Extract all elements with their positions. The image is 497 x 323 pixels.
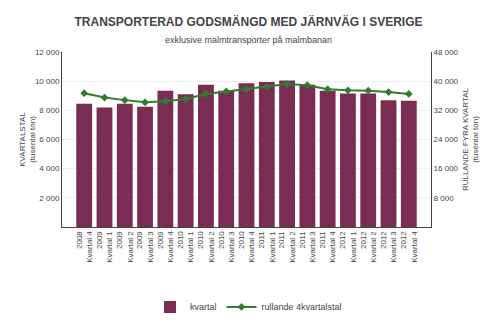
svg-text:6 000: 6 000 bbox=[39, 135, 60, 144]
svg-text:24 000: 24 000 bbox=[434, 135, 459, 144]
svg-text:2010Kvartal 3: 2010Kvartal 3 bbox=[217, 231, 236, 263]
svg-text:TRANSPORTERAD GODSMÄNGD MED JÄ: TRANSPORTERAD GODSMÄNGD MED JÄRNVÄG I SV… bbox=[74, 14, 422, 29]
svg-text:2012Kvartal 4: 2012Kvartal 4 bbox=[399, 231, 418, 263]
svg-text:2012Kvartal 2: 2012Kvartal 2 bbox=[359, 231, 378, 263]
svg-text:4 000: 4 000 bbox=[39, 164, 60, 173]
svg-text:8 000: 8 000 bbox=[434, 194, 455, 203]
svg-text:2008Kvartal 4: 2008Kvartal 4 bbox=[75, 231, 94, 263]
svg-text:2009Kvartal 1: 2009Kvartal 1 bbox=[95, 231, 114, 263]
svg-text:2010Kvartal 2: 2010Kvartal 2 bbox=[196, 231, 215, 263]
svg-text:2011Kvartal 2: 2011Kvartal 2 bbox=[277, 231, 296, 263]
svg-text:2012Kvartal 3: 2012Kvartal 3 bbox=[379, 231, 398, 263]
svg-text:2010Kvartal 1: 2010Kvartal 1 bbox=[176, 231, 195, 263]
svg-text:RULLANDE FYRA KVARTAL(tusental: RULLANDE FYRA KVARTAL(tusental ton) bbox=[461, 87, 480, 191]
svg-text:exklusive malmtransporter på m: exklusive malmtransporter på malmbanan bbox=[165, 35, 332, 45]
svg-text:12 000: 12 000 bbox=[35, 48, 60, 57]
svg-text:2011Kvartal 1: 2011Kvartal 1 bbox=[257, 231, 276, 263]
svg-text:48 000: 48 000 bbox=[434, 48, 459, 57]
svg-text:2009Kvartal 3: 2009Kvartal 3 bbox=[135, 231, 154, 263]
svg-text:kvartal: kvartal bbox=[190, 302, 217, 312]
svg-text:KVARTALSTAL(tusental ton): KVARTALSTAL(tusental ton) bbox=[18, 112, 37, 167]
svg-text:2009Kvartal 4: 2009Kvartal 4 bbox=[156, 231, 175, 263]
svg-text:32 000: 32 000 bbox=[434, 106, 459, 115]
svg-text:2009Kvartal 2: 2009Kvartal 2 bbox=[115, 231, 134, 263]
svg-text:2011Kvartal 3: 2011Kvartal 3 bbox=[298, 231, 317, 263]
svg-text:40 000: 40 000 bbox=[434, 77, 459, 86]
svg-text:16 000: 16 000 bbox=[434, 164, 459, 173]
svg-text:2012Kvartal 1: 2012Kvartal 1 bbox=[338, 231, 357, 263]
svg-text:rullande 4kvartalstal: rullande 4kvartalstal bbox=[262, 302, 342, 312]
svg-text:2011Kvartal 4: 2011Kvartal 4 bbox=[318, 231, 337, 263]
svg-text:2 000: 2 000 bbox=[39, 194, 60, 203]
svg-text:8 000: 8 000 bbox=[39, 106, 60, 115]
svg-text:2010Kvartal 4: 2010Kvartal 4 bbox=[237, 231, 256, 263]
svg-text:10 000: 10 000 bbox=[35, 77, 60, 86]
